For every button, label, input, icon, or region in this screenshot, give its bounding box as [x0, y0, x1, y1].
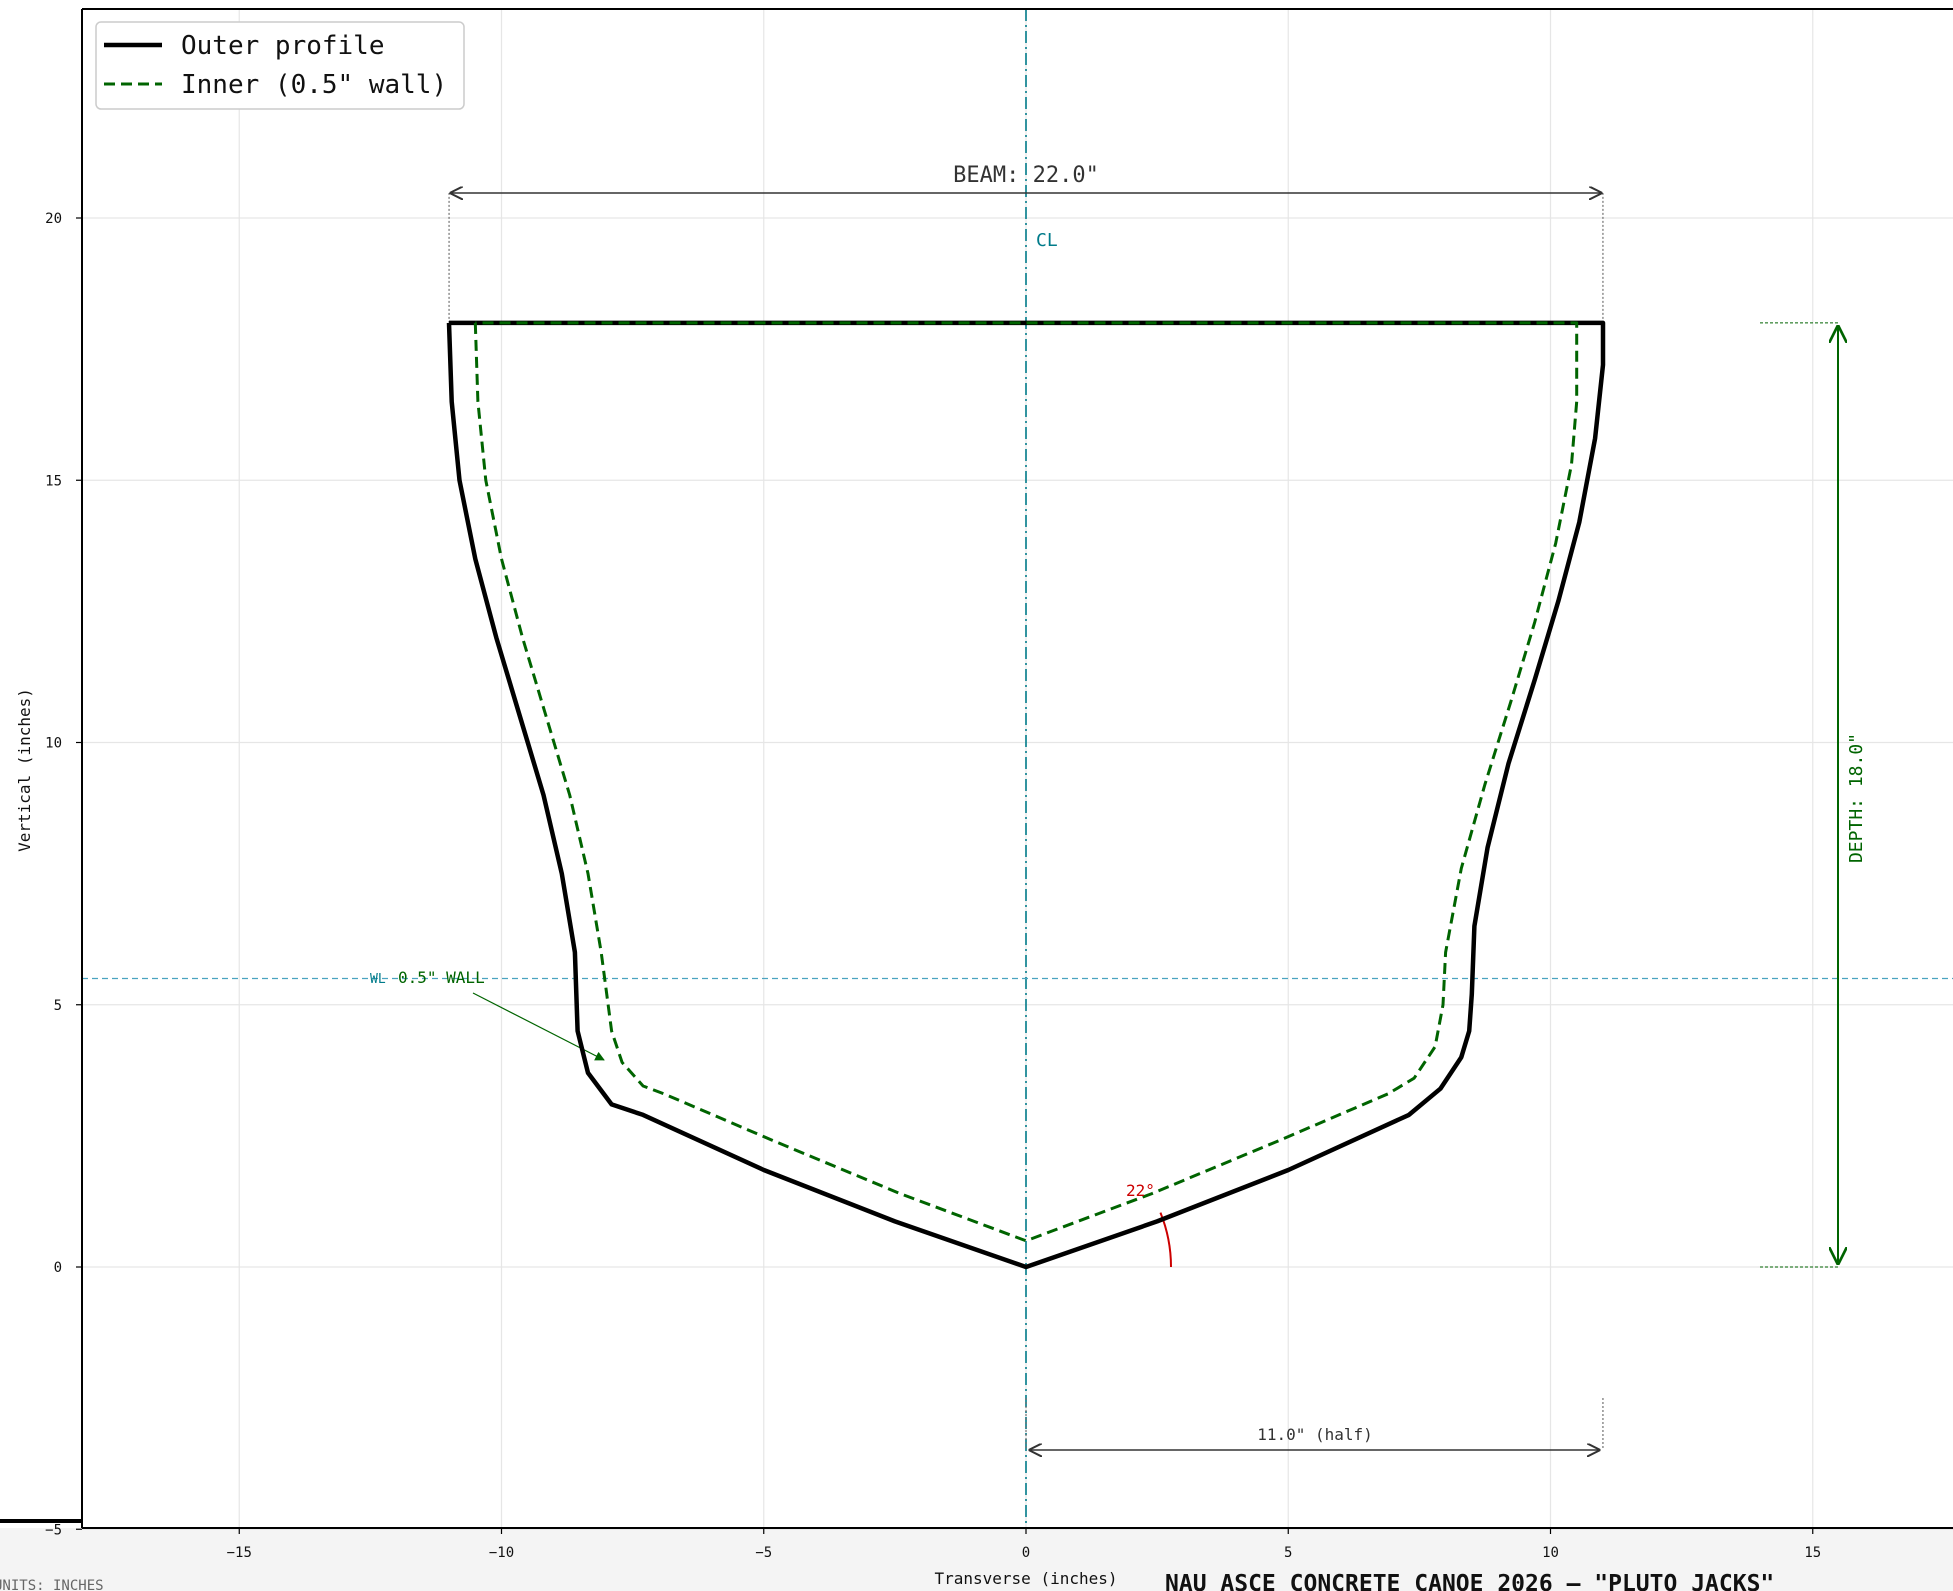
depth-label: DEPTH: 18.0": [1846, 733, 1867, 863]
legend: Outer profile Inner (0.5" wall): [95, 21, 465, 110]
legend-label: Outer profile: [181, 31, 385, 61]
x-tick-label: −15: [227, 1545, 252, 1561]
grid-lines: [82, 9, 1953, 1530]
y-tick-label: 10: [45, 736, 62, 752]
wall-thickness-label: 0.5" WALL: [398, 968, 485, 987]
dimension-annotations: [82, 9, 1953, 1528]
waterline-label: WL: [370, 972, 386, 987]
chart-title: NAU ASCE CONCRETE CANOE 2026 — "PLUTO JA…: [1165, 1571, 1774, 1591]
centerline-label: CL: [1036, 230, 1058, 251]
axes: −15 −10 −5 0 5 10 15 −5 0 5 10 15 20: [0, 8, 1953, 1561]
units-note: UNITS: INCHES: [0, 1578, 104, 1591]
y-tick-label: 15: [45, 473, 62, 489]
deadrise-angle-arc: [1159, 1212, 1172, 1268]
x-tick-label: 10: [1542, 1545, 1559, 1561]
y-tick-label: 20: [45, 211, 62, 227]
chart-text: NAU ASCE CONCRETE CANOE 2026 — "PLUTO JA…: [0, 163, 1867, 1591]
beam-label: BEAM: 22.0": [953, 163, 1099, 188]
x-tick-label: −10: [489, 1545, 514, 1561]
y-tick-label: −5: [45, 1522, 62, 1538]
y-tick-label: 0: [54, 1260, 62, 1276]
x-tick-label: 0: [1022, 1545, 1030, 1561]
legend-label: Inner (0.5" wall): [181, 70, 447, 100]
outer-profile-line: [446, 320, 1606, 1270]
x-tick-label: −5: [755, 1545, 772, 1561]
y-axis-label: Vertical (inches): [15, 688, 34, 852]
deadrise-angle-label: 22°: [1126, 1181, 1155, 1200]
footer-band: [0, 1528, 1953, 1591]
half-beam-label: 11.0" (half): [1257, 1425, 1373, 1444]
legend-box: [95, 21, 465, 110]
inner-profile-line: [473, 321, 1579, 1243]
hull-profiles: [446, 320, 1606, 1270]
x-axis-label: Transverse (inches): [934, 1569, 1117, 1588]
y-tick-label: 5: [54, 998, 62, 1014]
x-tick-label: 5: [1284, 1545, 1292, 1561]
x-tick-label: 15: [1804, 1545, 1821, 1561]
